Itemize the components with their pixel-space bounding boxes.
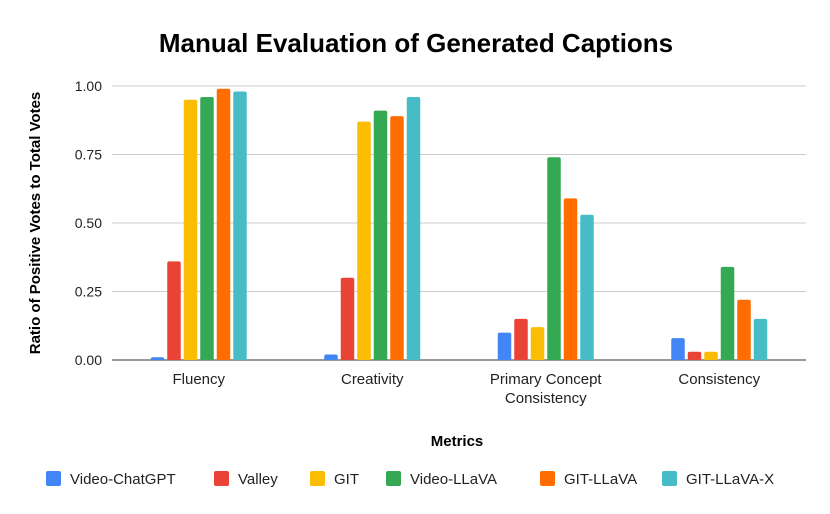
legend-swatch-video-chatgpt xyxy=(46,471,61,486)
legend: Video-ChatGPT Valley GIT Video-LLaVA GIT-LLa… xyxy=(46,471,774,488)
bar-video-llava-2 xyxy=(547,157,561,360)
bar-valley-2 xyxy=(514,318,528,360)
bar-video-chatgpt-2 xyxy=(497,332,512,360)
x-category-label: Consistency xyxy=(678,371,760,388)
legend-label-video-llava: Video-LLaVA xyxy=(410,471,497,488)
y-tick-label: 0.25 xyxy=(75,284,102,300)
bar-video-chatgpt-1 xyxy=(324,354,338,360)
legend-swatch-git-llava xyxy=(540,471,555,486)
bar-git-llava-x-0 xyxy=(233,91,247,360)
bar-git-llava-0 xyxy=(216,88,231,361)
y-tick-label: 0.00 xyxy=(75,352,102,368)
bar-git-llava-2 xyxy=(563,198,578,360)
gridlines xyxy=(112,85,806,361)
legend-swatch-git-llava-x xyxy=(662,471,677,486)
bar-git-0 xyxy=(183,99,198,360)
x-category-label: Creativity xyxy=(341,371,404,388)
bar-valley-1 xyxy=(340,277,355,360)
bar-video-llava-1 xyxy=(373,110,388,360)
bar-git-llava-x-1 xyxy=(406,96,421,361)
bar-git-3 xyxy=(704,351,718,360)
bar-git-2 xyxy=(530,327,545,360)
legend-swatch-valley xyxy=(214,471,229,486)
y-tick-label: 0.75 xyxy=(75,147,102,163)
bar-git-1 xyxy=(357,121,371,361)
legend-label-video-chatgpt: Video-ChatGPT xyxy=(70,471,176,488)
y-tick-label: 1.00 xyxy=(75,78,102,94)
chart-title: Manual Evaluation of Generated Captions xyxy=(159,28,673,58)
legend-label-git: GIT xyxy=(334,471,359,488)
x-axis-categories: Fluency Creativity Primary Concept Consiste… xyxy=(172,371,760,407)
legend-label-git-llava: GIT-LLaVA xyxy=(564,471,637,488)
x-axis-label: Metrics xyxy=(431,433,484,450)
legend-label-valley: Valley xyxy=(238,471,278,488)
bar-video-llava-3 xyxy=(720,266,735,360)
y-tick-label: 0.50 xyxy=(75,215,102,231)
y-axis-ticks: 0.00 0.25 0.50 0.75 1.00 xyxy=(75,78,102,368)
legend-swatch-video-llava xyxy=(386,471,401,486)
bar-git-llava-x-3 xyxy=(753,318,768,360)
bar-valley-0 xyxy=(167,261,181,360)
x-category-label: Primary Concept xyxy=(490,371,603,388)
bar-valley-3 xyxy=(687,351,702,360)
y-axis-label: Ratio of Positive Votes to Total Votes xyxy=(27,92,44,355)
legend-swatch-git xyxy=(310,471,325,486)
bar-git-llava-1 xyxy=(390,116,404,360)
bar-video-llava-0 xyxy=(200,96,214,361)
bar-git-llava-3 xyxy=(737,299,751,360)
bars xyxy=(150,88,768,361)
x-category-label: Fluency xyxy=(172,371,225,388)
x-category-label: Consistency xyxy=(505,390,587,407)
bar-video-chatgpt-3 xyxy=(671,338,685,360)
bar-git-llava-x-2 xyxy=(580,214,594,360)
legend-label-git-llava-x: GIT-LLaVA-X xyxy=(686,471,774,488)
bar-video-chatgpt-0 xyxy=(150,357,165,360)
